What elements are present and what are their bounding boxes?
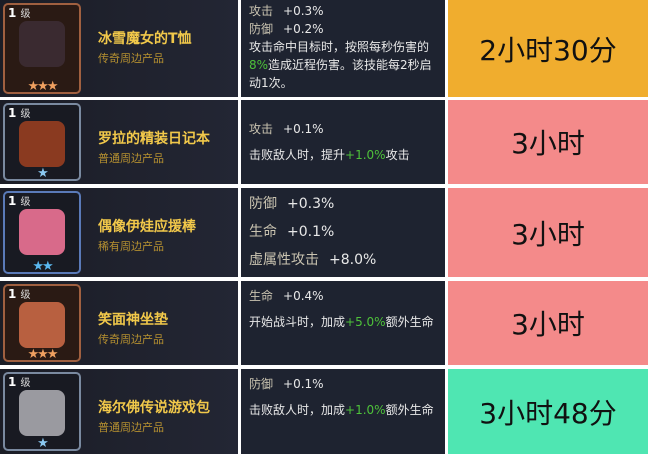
item-row: 1 级 ★★ 偶像伊娃应援棒 稀有周边产品 防御 +0.3% 生命 +0.1% 虚属性攻… xyxy=(0,188,648,277)
item-card[interactable]: 1 级 ★★★ 笑面神坐垫 传奇周边产品 xyxy=(0,281,238,365)
star-icon: ★ xyxy=(37,166,49,181)
item-thumbnail: 1 级 ★ xyxy=(3,103,81,181)
stat-line: 攻击 +0.3% xyxy=(249,4,324,18)
level-label: 1 级 xyxy=(8,106,31,120)
item-card[interactable]: 1 级 ★ 罗拉的精装日记本 普通周边产品 xyxy=(0,100,238,184)
item-card[interactable]: 1 级 ★ 海尔佛传说游戏包 普通周边产品 xyxy=(0,369,238,454)
item-image xyxy=(19,390,65,436)
item-stats: 防御 +0.1% 击败敌人时，加成+1.0%额外生命 xyxy=(241,369,445,454)
stat-line: 生命 +0.4% xyxy=(249,289,324,303)
star-icon: ★★★ xyxy=(27,347,59,362)
item-stats: 攻击 +0.1% 击败敌人时，提升+1.0%攻击 xyxy=(241,100,445,184)
effect-text: 击败敌人时，加成+1.0%额外生命 xyxy=(249,403,434,417)
stat-line: 防御 +0.2% xyxy=(249,22,324,36)
item-rarity: 普通周边产品 xyxy=(98,421,164,434)
item-image xyxy=(19,121,65,167)
item-thumbnail: 1 级 ★★★ xyxy=(3,3,81,94)
duration-cell: 3小时 xyxy=(448,281,648,365)
item-card[interactable]: 1 级 ★★ 偶像伊娃应援棒 稀有周边产品 xyxy=(0,188,238,277)
item-stats: 攻击 +0.3% 防御 +0.2% 攻击命中目标时，按照每秒伤害的8%造成近程伤害。该技… xyxy=(241,0,445,97)
item-stats: 防御 +0.3% 生命 +0.1% 虚属性攻击 +8.0% xyxy=(241,188,445,277)
item-rarity: 普通周边产品 xyxy=(98,152,164,165)
item-thumbnail: 1 级 ★★ xyxy=(3,191,81,274)
level-label: 1 级 xyxy=(8,375,31,389)
item-thumbnail: 1 级 ★★★ xyxy=(3,284,81,362)
item-rarity: 稀有周边产品 xyxy=(98,240,164,253)
duration-cell: 3小时48分 xyxy=(448,369,648,454)
item-row: 1 级 ★★★ 笑面神坐垫 传奇周边产品 生命 +0.4% 开始战斗时，加成+5.0… xyxy=(0,281,648,365)
level-label: 1 级 xyxy=(8,287,31,301)
item-rarity: 传奇周边产品 xyxy=(98,52,164,65)
item-image xyxy=(19,21,65,67)
stat-line: 防御 +0.3% xyxy=(249,196,335,212)
item-image xyxy=(19,209,65,255)
effect-text: 开始战斗时，加成+5.0%额外生命 xyxy=(249,315,434,329)
star-icon: ★★ xyxy=(32,259,53,274)
level-label: 1 级 xyxy=(8,194,31,208)
duration-cell: 2小时30分 xyxy=(448,0,648,97)
item-image xyxy=(19,302,65,348)
star-icon: ★ xyxy=(37,436,49,451)
effect-text: 攻击命中目标时，按照每秒伤害的8%造成近程伤害。该技能每2秒启动1次。 xyxy=(249,40,432,90)
item-name: 笑面神坐垫 xyxy=(98,312,168,328)
item-thumbnail: 1 级 ★ xyxy=(3,372,81,451)
item-name: 冰雪魔女的T恤 xyxy=(98,31,192,47)
stat-line: 攻击 +0.1% xyxy=(249,122,324,136)
item-row: 1 级 ★ 罗拉的精装日记本 普通周边产品 攻击 +0.1% 击败敌人时，提升+1.… xyxy=(0,100,648,184)
item-rarity: 传奇周边产品 xyxy=(98,333,164,346)
level-label: 1 级 xyxy=(8,6,31,20)
stat-line: 防御 +0.1% xyxy=(249,377,324,391)
item-row: 1 级 ★★★ 冰雪魔女的T恤 传奇周边产品 攻击 +0.3% 防御 +0.2% 攻击命… xyxy=(0,0,648,97)
effect-text: 击败敌人时，提升+1.0%攻击 xyxy=(249,148,410,162)
item-stats: 生命 +0.4% 开始战斗时，加成+5.0%额外生命 xyxy=(241,281,445,365)
star-icon: ★★★ xyxy=(27,79,59,94)
stat-line: 虚属性攻击 +8.0% xyxy=(249,252,377,268)
item-card[interactable]: 1 级 ★★★ 冰雪魔女的T恤 传奇周边产品 xyxy=(0,0,238,97)
item-name: 海尔佛传说游戏包 xyxy=(98,400,210,416)
duration-cell: 3小时 xyxy=(448,188,648,277)
item-name: 罗拉的精装日记本 xyxy=(98,131,210,147)
duration-cell: 3小时 xyxy=(448,100,648,184)
item-row: 1 级 ★ 海尔佛传说游戏包 普通周边产品 防御 +0.1% 击败敌人时，加成+1.… xyxy=(0,369,648,454)
stat-line: 生命 +0.1% xyxy=(249,224,335,240)
item-name: 偶像伊娃应援棒 xyxy=(98,219,196,235)
